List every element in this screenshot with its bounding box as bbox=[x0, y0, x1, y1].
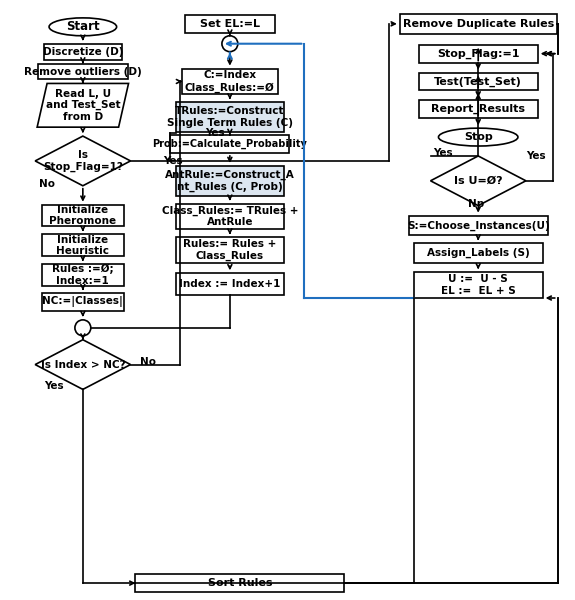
Ellipse shape bbox=[49, 18, 117, 36]
FancyBboxPatch shape bbox=[400, 14, 557, 34]
FancyBboxPatch shape bbox=[413, 244, 543, 263]
Text: Is U=Ø?: Is U=Ø? bbox=[454, 176, 503, 186]
Polygon shape bbox=[431, 156, 526, 206]
Text: Report_Results: Report_Results bbox=[431, 104, 525, 115]
FancyBboxPatch shape bbox=[182, 68, 278, 94]
Text: Discretize (D): Discretize (D) bbox=[43, 47, 123, 56]
FancyBboxPatch shape bbox=[419, 45, 538, 62]
FancyBboxPatch shape bbox=[176, 103, 283, 132]
FancyBboxPatch shape bbox=[44, 44, 121, 59]
Text: Is Index > NC?: Is Index > NC? bbox=[40, 359, 125, 370]
FancyBboxPatch shape bbox=[42, 205, 124, 226]
Polygon shape bbox=[35, 136, 131, 186]
Text: Stop: Stop bbox=[464, 132, 493, 142]
Text: Set EL:=L: Set EL:=L bbox=[200, 19, 260, 29]
Text: Start: Start bbox=[66, 20, 99, 34]
Text: AntRule:=Construct_A
nt_Rules (C, Prob): AntRule:=Construct_A nt_Rules (C, Prob) bbox=[165, 170, 295, 192]
FancyBboxPatch shape bbox=[136, 574, 344, 592]
Text: Index := Index+1: Index := Index+1 bbox=[179, 279, 281, 289]
Text: Yes: Yes bbox=[526, 151, 546, 161]
Text: Test(Test_Set): Test(Test_Set) bbox=[434, 76, 522, 86]
Text: Prob:=Calculate_Probability: Prob:=Calculate_Probability bbox=[152, 139, 307, 149]
Text: Remove Duplicate Rules: Remove Duplicate Rules bbox=[402, 19, 554, 29]
Text: Read L, U
and Test_Set
from D: Read L, U and Test_Set from D bbox=[45, 89, 120, 122]
FancyBboxPatch shape bbox=[409, 215, 548, 235]
Text: Class_Rules:= TRules +
AntRule: Class_Rules:= TRules + AntRule bbox=[162, 206, 298, 227]
FancyBboxPatch shape bbox=[185, 15, 275, 33]
Text: Yes: Yes bbox=[44, 382, 64, 391]
Text: Stop_Flag:=1: Stop_Flag:=1 bbox=[437, 49, 519, 59]
Text: Np: Np bbox=[468, 199, 484, 209]
Text: U :=  U - S
EL :=  EL + S: U := U - S EL := EL + S bbox=[441, 274, 516, 296]
FancyBboxPatch shape bbox=[176, 166, 283, 196]
Text: NC:=|Classes|: NC:=|Classes| bbox=[43, 296, 123, 307]
FancyBboxPatch shape bbox=[176, 203, 283, 229]
Circle shape bbox=[222, 36, 238, 52]
Text: Is
Stop_Flag=1?: Is Stop_Flag=1? bbox=[43, 150, 123, 172]
Text: Initialize
Pheromone: Initialize Pheromone bbox=[49, 205, 116, 226]
FancyBboxPatch shape bbox=[419, 73, 538, 91]
Ellipse shape bbox=[439, 128, 518, 146]
FancyBboxPatch shape bbox=[176, 273, 283, 295]
Text: Rules :=Ø;
Index:=1: Rules :=Ø; Index:=1 bbox=[52, 264, 114, 286]
FancyBboxPatch shape bbox=[413, 272, 543, 298]
Text: Rules:= Rules +
Class_Rules: Rules:= Rules + Class_Rules bbox=[183, 239, 277, 261]
Polygon shape bbox=[35, 340, 131, 389]
Circle shape bbox=[75, 320, 91, 336]
FancyBboxPatch shape bbox=[38, 64, 128, 79]
Text: C:=Index
Class_Rules:=Ø: C:=Index Class_Rules:=Ø bbox=[185, 70, 275, 92]
Text: S:=Choose_Instances(U): S:=Choose_Instances(U) bbox=[407, 220, 550, 230]
Text: Initialize
Heuristic: Initialize Heuristic bbox=[56, 235, 109, 256]
Text: Yes: Yes bbox=[205, 128, 225, 138]
Text: Assign_Labels (S): Assign_Labels (S) bbox=[427, 248, 530, 259]
FancyBboxPatch shape bbox=[419, 100, 538, 118]
Text: No: No bbox=[140, 356, 156, 367]
FancyBboxPatch shape bbox=[170, 135, 289, 153]
Text: Sort Rules: Sort Rules bbox=[208, 578, 272, 588]
FancyBboxPatch shape bbox=[176, 238, 283, 263]
FancyBboxPatch shape bbox=[42, 235, 124, 256]
Text: Remove outliers (D): Remove outliers (D) bbox=[24, 67, 141, 77]
Text: No: No bbox=[39, 179, 55, 189]
Text: TRules:=Construct
Single Term Rules (C): TRules:=Construct Single Term Rules (C) bbox=[167, 106, 293, 128]
Text: Yes: Yes bbox=[434, 148, 453, 158]
Polygon shape bbox=[37, 83, 129, 127]
Text: Yes: Yes bbox=[163, 156, 183, 166]
FancyBboxPatch shape bbox=[42, 264, 124, 286]
FancyBboxPatch shape bbox=[42, 293, 124, 311]
